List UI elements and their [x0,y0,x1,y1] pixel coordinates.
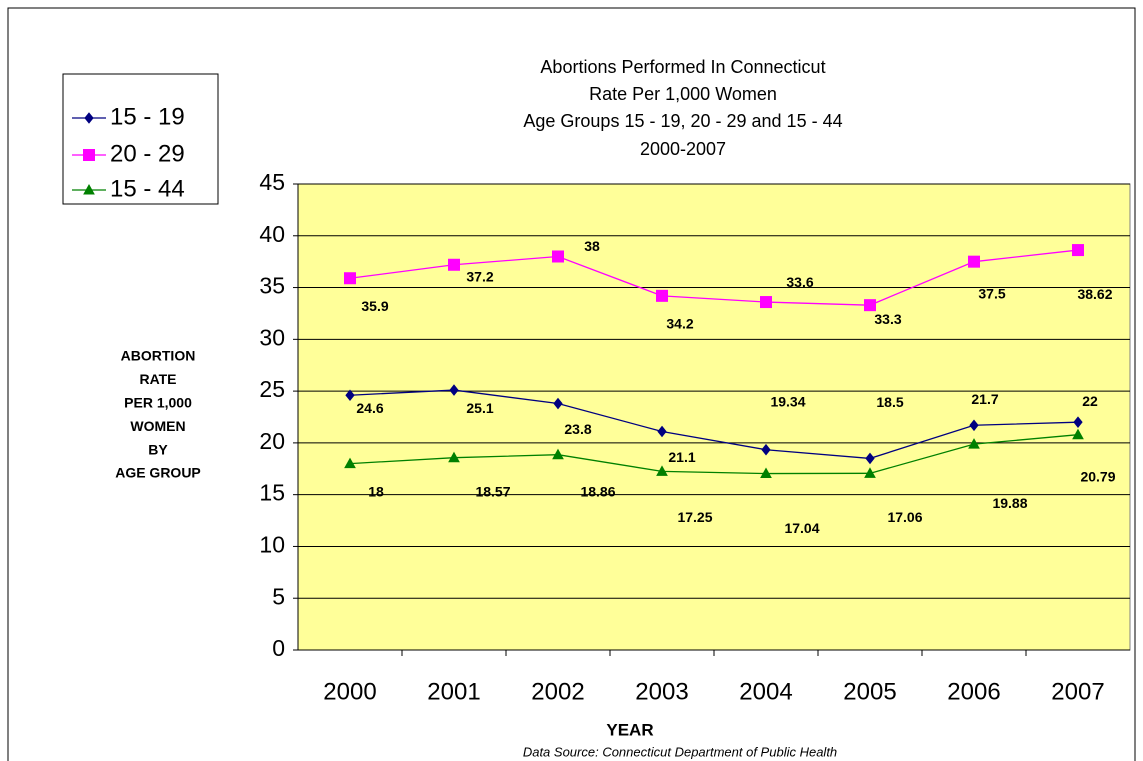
x-tick-label: 2005 [843,678,896,705]
x-tick-label: 2007 [1051,678,1104,705]
x-tick-label: 2000 [323,678,376,705]
y-tick-label: 5 [272,583,285,609]
data-label: 19.88 [992,495,1027,511]
series-line [349,434,1079,475]
data-point [968,255,980,268]
plot-area [297,183,1131,651]
y-tick-label: 30 [259,324,285,350]
data-label: 37.2 [466,268,493,284]
y-tick-label: 20 [259,428,285,454]
data-label: 33.3 [874,311,901,327]
data-point [448,451,460,463]
data-point [760,467,772,479]
y-axis-label: RATE [139,371,176,387]
data-label: 21.1 [668,449,695,465]
data-point [656,289,668,302]
data-point [656,465,668,476]
data-label: 23.8 [564,421,591,437]
y-tick-label: 0 [272,635,285,661]
source-note: Data Source: Connecticut Department of P… [523,744,837,759]
x-axis-label: YEAR [606,720,653,739]
x-tick-label: 2003 [635,678,688,705]
chart-title: 2000-2007 [640,139,726,159]
legend-box [62,73,219,205]
data-point [345,389,355,402]
data-label: 19.34 [770,393,805,409]
y-tick-label: 40 [259,221,285,247]
y-tick-label: 25 [259,376,285,402]
data-label: 33.6 [786,274,813,290]
data-label: 18.86 [580,483,615,499]
x-tick-label: 2002 [531,678,584,705]
x-tick-label: 2004 [739,678,792,705]
data-point [552,250,564,263]
data-point [968,438,980,449]
data-point [448,258,460,271]
data-point [865,452,875,465]
data-point [344,272,356,285]
data-label: 35.9 [361,298,388,314]
data-point [1072,244,1084,257]
y-axis-label: PER 1,000 [124,395,192,411]
data-label: 21.7 [971,391,998,407]
y-axis-label: WOMEN [130,418,185,434]
legend-marker [83,183,95,195]
data-label: 17.04 [784,520,819,536]
x-tick-label: 2001 [427,678,480,705]
series-line [349,249,1079,306]
legend-label: 15 - 44 [110,175,185,202]
data-point [1073,416,1083,428]
data-point [1072,428,1084,440]
y-tick-label: 15 [259,480,285,506]
data-label: 18 [368,483,384,499]
data-label: 18.5 [876,394,903,410]
data-label: 38 [584,238,600,254]
chart-title: Age Groups 15 - 19, 20 - 29 and 15 - 44 [523,111,842,131]
chart-title: Abortions Performed In Connecticut [540,57,825,77]
legend-marker [84,112,94,124]
y-axis-label: AGE GROUP [115,465,201,481]
x-tick-label: 2006 [947,678,1000,705]
data-point [552,448,564,460]
data-label: 20.79 [1080,468,1115,484]
data-label: 18.57 [475,483,510,499]
y-tick-label: 35 [259,273,285,299]
y-axis-label: BY [148,441,168,457]
y-tick-label: 10 [259,532,285,558]
legend-label: 20 - 29 [110,140,185,167]
legend-marker [83,149,95,161]
data-label: 38.62 [1077,286,1112,302]
data-point [344,457,356,469]
data-label: 25.1 [466,400,493,416]
data-point [969,419,979,432]
chart-title: Rate Per 1,000 Women [589,84,777,104]
data-point [864,467,876,478]
y-tick-label: 45 [259,169,285,195]
series-line [349,389,1079,460]
legend-label: 15 - 19 [110,103,185,130]
data-label: 37.5 [978,285,1005,301]
data-label: 34.2 [666,316,693,332]
data-label: 17.06 [887,509,922,525]
data-point [449,384,459,396]
data-label: 24.6 [356,400,383,416]
data-point [761,443,771,456]
data-point [760,296,772,309]
data-point [553,397,563,410]
data-point [864,299,876,312]
data-point [657,425,667,438]
y-axis-label: ABORTION [121,348,196,364]
data-label: 22 [1082,393,1098,409]
data-label: 17.25 [677,509,712,525]
